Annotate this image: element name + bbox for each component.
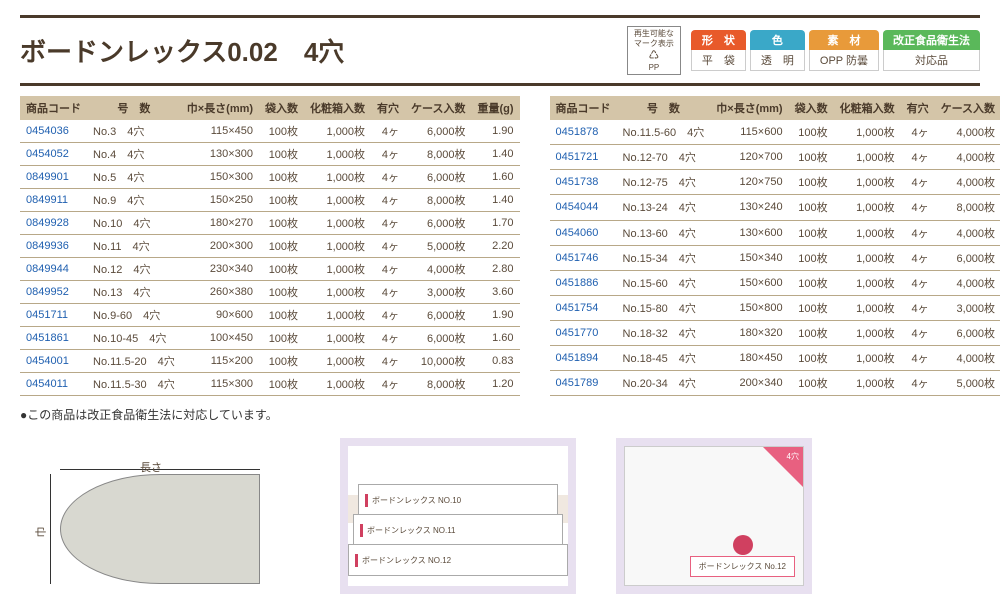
column-header: 巾×長さ(mm) [710, 96, 788, 120]
table-row: 0849911No.9 4穴150×250100枚1,000枚4ヶ8,000枚1… [20, 189, 520, 212]
badge: 改正食品衛生法対応品 [883, 30, 980, 71]
column-header: 号 数 [617, 96, 711, 120]
length-label: 長さ [140, 459, 162, 475]
badge: 色透 明 [750, 30, 805, 71]
table-row: 0849928No.10 4穴180×270100枚1,000枚4ヶ6,000枚… [20, 212, 520, 235]
badge: 形 状平 袋 [691, 30, 746, 71]
box-2: ボードンレックス NO.11 [353, 514, 563, 546]
recycle-mark: 再生可能な マーク表示 ♺ PP [627, 26, 681, 75]
table-row: 0849952No.13 4穴260×380100枚1,000枚4ヶ3,000枚… [20, 281, 520, 304]
compliance-note: ●この商品は改正食品衛生法に対応しています。 [20, 406, 980, 423]
box-1: ボードンレックス NO.10 [358, 484, 558, 516]
page-title: ボードンレックス0.02 4穴 [20, 32, 627, 69]
table-row: 0849901No.5 4穴150×300100枚1,000枚4ヶ6,000枚1… [20, 166, 520, 189]
dimension-diagram: 長さ 巾 [20, 454, 300, 594]
images-row: 長さ 巾 ボードンレックス NO.10 ボードンレックス NO.11 ボードンレ… [20, 438, 980, 594]
package-label: ボードンレックス No.12 [690, 556, 795, 577]
table-row: 0451886No.15-60 4穴150×600100枚1,000枚4ヶ4,0… [550, 270, 1000, 295]
column-header: 有穴 [371, 96, 405, 120]
product-table-right: 商品コード号 数巾×長さ(mm)袋入数化粧箱入数有穴ケース入数重量(g)0451… [550, 96, 1000, 396]
table-row: 0451894No.18-45 4穴180×450100枚1,000枚4ヶ4,0… [550, 345, 1000, 370]
column-header: 有穴 [901, 96, 935, 120]
table-row: 0849944No.12 4穴230×340100枚1,000枚4ヶ4,000枚… [20, 258, 520, 281]
box-3: ボードンレックス NO.12 [348, 544, 568, 576]
column-header: 袋入数 [259, 96, 304, 120]
product-table-left: 商品コード号 数巾×長さ(mm)袋入数化粧箱入数有穴ケース入数重量(g)0454… [20, 96, 520, 396]
column-header: ケース入数 [935, 96, 1000, 120]
table-row: 0451770No.18-32 4穴180×320100枚1,000枚4ヶ6,0… [550, 320, 1000, 345]
bag-shape [60, 474, 260, 584]
column-header: 化粧箱入数 [834, 96, 901, 120]
column-header: 商品コード [550, 96, 617, 120]
column-header: 袋入数 [789, 96, 834, 120]
table-row: 0454036No.3 4穴115×450100枚1,000枚4ヶ6,000枚1… [20, 120, 520, 143]
table-row: 0454001No.11.5-20 4穴115×200100枚1,000枚4ヶ1… [20, 350, 520, 373]
tables-container: 商品コード号 数巾×長さ(mm)袋入数化粧箱入数有穴ケース入数重量(g)0454… [20, 96, 980, 396]
table-row: 0454011No.11.5-30 4穴115×300100枚1,000枚4ヶ8… [20, 373, 520, 396]
column-header: 商品コード [20, 96, 87, 120]
table-row: 0451861No.10-45 4穴100×450100枚1,000枚4ヶ6,0… [20, 327, 520, 350]
table-row: 0454044No.13-24 4穴130×240100枚1,000枚4ヶ8,0… [550, 195, 1000, 220]
table-row: 0451738No.12-75 4穴120×750100枚1,000枚4ヶ4,0… [550, 170, 1000, 195]
column-header: 巾×長さ(mm) [181, 96, 259, 120]
badges: 形 状平 袋色透 明素 材OPP 防曇改正食品衛生法対応品 [691, 30, 980, 71]
table-row: 0451721No.12-70 4穴120×700100枚1,000枚4ヶ4,0… [550, 145, 1000, 170]
table-row: 0451711No.9-60 4穴90×600100枚1,000枚4ヶ6,000… [20, 304, 520, 327]
column-header: 重量(g) [472, 96, 520, 120]
table-row: 0454052No.4 4穴130×300100枚1,000枚4ヶ8,000枚1… [20, 143, 520, 166]
table-row: 0451746No.15-34 4穴150×340100枚1,000枚4ヶ6,0… [550, 245, 1000, 270]
header: ボードンレックス0.02 4穴 再生可能な マーク表示 ♺ PP 形 状平 袋色… [20, 15, 980, 86]
table-row: 0451789No.20-34 4穴200×340100枚1,000枚4ヶ5,0… [550, 371, 1000, 396]
table-row: 0454060No.13-60 4穴130×600100枚1,000枚4ヶ4,0… [550, 220, 1000, 245]
width-label: 巾 [33, 527, 49, 538]
table-row: 0849936No.11 4穴200×300100枚1,000枚4ヶ5,000枚… [20, 235, 520, 258]
circle-icon [733, 535, 753, 555]
box-stack-photo: ボードンレックス NO.10 ボードンレックス NO.11 ボードンレックス N… [340, 438, 576, 594]
badge: 素 材OPP 防曇 [809, 30, 879, 71]
table-row: 0451878No.11.5-60 4穴115×600100枚1,000枚4ヶ4… [550, 120, 1000, 145]
column-header: 号 数 [87, 96, 181, 120]
column-header: ケース入数 [405, 96, 471, 120]
package-flat-photo: 4穴 ボードンレックス No.12 [616, 438, 812, 594]
table-row: 0451754No.15-80 4穴150×800100枚1,000枚4ヶ3,0… [550, 295, 1000, 320]
column-header: 化粧箱入数 [304, 96, 371, 120]
